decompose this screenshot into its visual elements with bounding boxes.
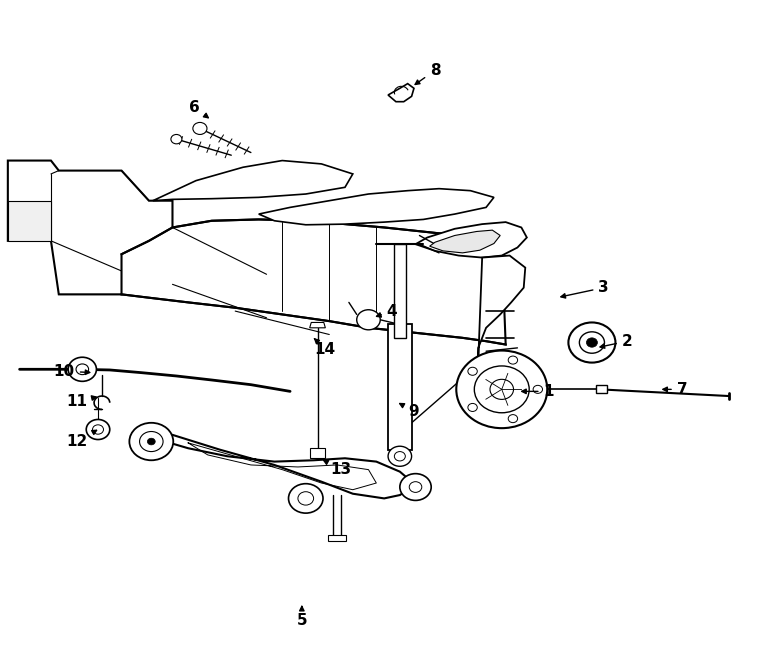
- Circle shape: [468, 403, 477, 411]
- Polygon shape: [8, 161, 172, 294]
- Text: 3: 3: [561, 280, 609, 298]
- Circle shape: [76, 364, 89, 375]
- Circle shape: [508, 415, 517, 423]
- Circle shape: [474, 366, 529, 413]
- Polygon shape: [394, 244, 406, 338]
- Circle shape: [394, 452, 405, 461]
- Text: 11: 11: [67, 394, 96, 409]
- Circle shape: [129, 423, 173, 460]
- Polygon shape: [478, 256, 525, 361]
- Circle shape: [388, 446, 412, 466]
- Text: 9: 9: [400, 403, 419, 419]
- Text: 12: 12: [66, 430, 96, 449]
- Circle shape: [147, 438, 155, 445]
- Text: 7: 7: [663, 382, 688, 397]
- Circle shape: [579, 332, 604, 353]
- Polygon shape: [388, 84, 414, 102]
- Text: 13: 13: [324, 460, 351, 477]
- Polygon shape: [328, 535, 346, 541]
- Circle shape: [490, 379, 514, 399]
- Text: 4: 4: [376, 304, 397, 318]
- Polygon shape: [153, 161, 353, 201]
- Circle shape: [400, 474, 431, 500]
- Text: 6: 6: [189, 100, 209, 118]
- Text: 1: 1: [522, 384, 554, 399]
- Polygon shape: [259, 189, 494, 225]
- Circle shape: [468, 367, 477, 375]
- Polygon shape: [122, 219, 506, 345]
- Circle shape: [298, 492, 314, 505]
- Polygon shape: [140, 432, 416, 498]
- Circle shape: [93, 425, 103, 434]
- Polygon shape: [596, 385, 607, 393]
- Text: 8: 8: [416, 63, 441, 84]
- Polygon shape: [310, 322, 325, 328]
- Circle shape: [533, 385, 543, 393]
- Circle shape: [508, 356, 517, 364]
- Text: 2: 2: [600, 334, 633, 349]
- Circle shape: [140, 432, 163, 452]
- Circle shape: [568, 322, 615, 363]
- Polygon shape: [310, 448, 325, 458]
- Text: 5: 5: [296, 606, 307, 628]
- Polygon shape: [388, 324, 412, 450]
- Polygon shape: [416, 222, 527, 258]
- Text: 14: 14: [314, 339, 336, 357]
- Polygon shape: [8, 201, 51, 241]
- Polygon shape: [430, 230, 500, 253]
- Circle shape: [171, 134, 182, 144]
- Circle shape: [357, 310, 380, 330]
- Text: 10: 10: [54, 364, 89, 379]
- Circle shape: [456, 351, 547, 428]
- Circle shape: [289, 484, 323, 513]
- Circle shape: [409, 482, 422, 492]
- Circle shape: [86, 419, 110, 440]
- Circle shape: [586, 338, 597, 347]
- Circle shape: [193, 122, 207, 134]
- Circle shape: [68, 357, 96, 381]
